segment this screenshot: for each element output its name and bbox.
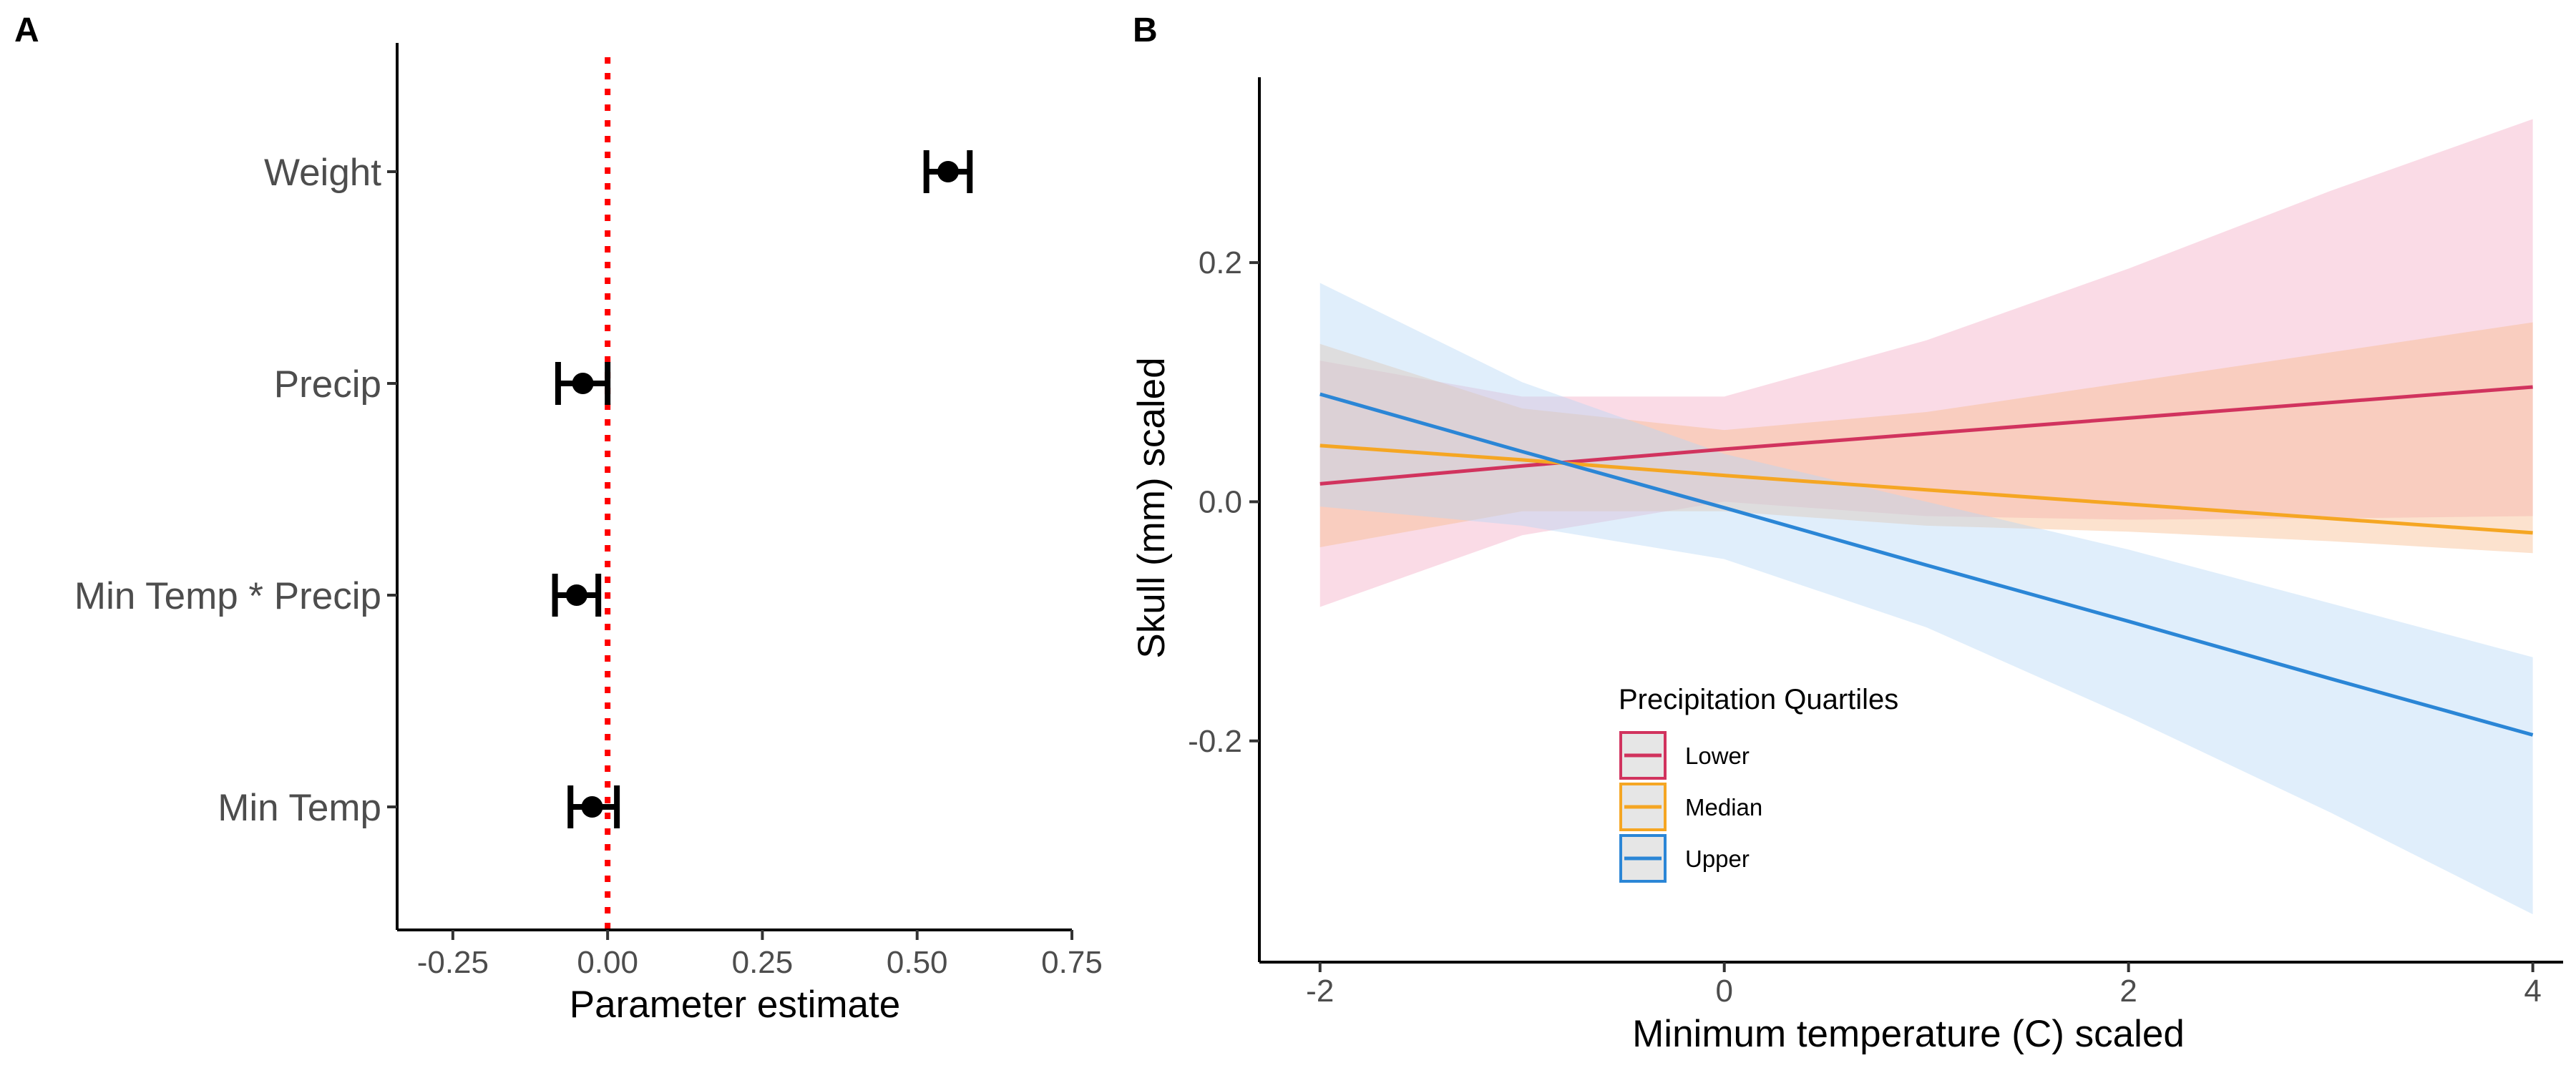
- panel-a-x-tick-label: 0.75: [1041, 945, 1103, 980]
- panel-b-y-tick-label: 0.2: [1199, 245, 1242, 280]
- series-line-upper: [1319, 392, 2534, 737]
- panel-b-axes: -2 0 2 4 -0.2 0.0 0.2: [1188, 77, 2563, 1009]
- panel-a-x-tick-label: 0.25: [732, 945, 794, 980]
- panel-a-category-label: Min Temp * Precip: [74, 575, 381, 617]
- confidence-band-upper: [1319, 283, 2533, 915]
- coefficient-errorbar: [567, 785, 620, 828]
- panel-a-x-axis-title: Parameter estimate: [570, 984, 900, 1026]
- coefficient-point: [581, 796, 603, 818]
- panel-a: A -0.25 0.00 0.25 0.50 0.75 Weight Precip Min T…: [14, 11, 1103, 1026]
- panel-b-y-tick-label: 0.0: [1199, 484, 1242, 519]
- panel-a-x-tick-label: 0.50: [887, 945, 948, 980]
- panel-a-marks: [552, 150, 973, 828]
- legend-label: Lower: [1685, 743, 1750, 769]
- panel-a-category-label: Precip: [274, 363, 381, 406]
- panel-b-letter: B: [1133, 11, 1158, 49]
- panel-b-series-lines: [1319, 385, 2534, 737]
- coefficient-point: [937, 161, 959, 182]
- series-line-median: [1319, 444, 2533, 535]
- legend-item-median: Median: [1619, 783, 1762, 831]
- panel-a-axes: -0.25 0.00 0.25 0.50 0.75 Weight Precip Min Tem…: [74, 43, 1103, 980]
- panel-a-category-label: Min Temp: [218, 787, 381, 829]
- panel-b-x-tick-label: 0: [1715, 974, 1732, 1009]
- panel-b: B -2 0 2 4 -0.2 0.0 0.2 Minimum temperature (C…: [1131, 11, 2563, 1055]
- legend: Precipitation Quartiles Lower Median Upper: [1619, 684, 1898, 883]
- panel-b-y-tick-label: -0.2: [1188, 724, 1242, 759]
- panel-a-x-tick-label: 0.00: [577, 945, 638, 980]
- series-line-lower: [1319, 385, 2533, 486]
- legend-items: Lower Median Upper: [1619, 731, 1762, 883]
- legend-item-lower: Lower: [1619, 731, 1750, 780]
- coefficient-errorbar: [555, 362, 611, 405]
- coefficient-errorbar: [923, 150, 973, 193]
- legend-label: Upper: [1685, 846, 1750, 872]
- panel-b-confidence-bands: [1319, 119, 2533, 915]
- legend-label: Median: [1685, 794, 1762, 820]
- panel-b-x-tick-label: 4: [2524, 974, 2541, 1009]
- panel-a-x-tick-label: -0.25: [417, 945, 489, 980]
- confidence-band-median: [1319, 322, 2533, 554]
- coefficient-point: [565, 584, 587, 606]
- legend-item-upper: Upper: [1619, 834, 1750, 883]
- panel-b-x-tick-label: -2: [1306, 974, 1334, 1009]
- panel-b-y-axis-title: Skull (mm) scaled: [1131, 357, 1173, 658]
- panel-a-category-label: Weight: [264, 152, 381, 194]
- legend-title: Precipitation Quartiles: [1619, 684, 1898, 715]
- coefficient-point: [572, 373, 594, 394]
- panel-b-x-tick-label: 2: [2119, 974, 2137, 1009]
- panel-a-letter: A: [14, 11, 39, 49]
- coefficient-errorbar: [552, 574, 602, 617]
- panel-b-x-axis-title: Minimum temperature (C) scaled: [1632, 1013, 2185, 1055]
- confidence-band-lower: [1319, 119, 2533, 607]
